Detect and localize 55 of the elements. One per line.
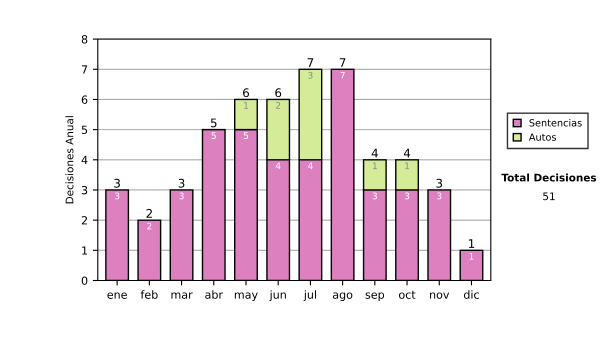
x-tick-label: may [234, 292, 258, 301]
total-label: 2 [146, 208, 152, 218]
total-label: 3 [436, 178, 442, 188]
x-tick-label: sep [366, 292, 384, 301]
text: 51 [543, 192, 555, 200]
x-tick-label: dic [464, 290, 479, 299]
x-tick-label: ene [107, 292, 127, 299]
y-tick-label: 5 [82, 126, 88, 134]
data-label: 3 [114, 192, 120, 200]
data-label: 3 [404, 192, 410, 200]
total-label: 4 [372, 148, 378, 158]
x-tick-label: oct [399, 290, 416, 299]
y-tick-label: 4 [82, 156, 88, 164]
x-tick-label: mar [171, 292, 193, 299]
y-tick-label: 8 [82, 35, 88, 44]
x-tick-label: feb [140, 290, 158, 299]
x-tick-label: abr [205, 290, 223, 299]
x-tick-label: jul [304, 290, 316, 301]
data-label: 2 [147, 222, 152, 230]
data-label: 1 [244, 102, 248, 109]
x-tick-label: jun [269, 290, 286, 301]
x-tick-label: ago [332, 292, 352, 301]
y-tick-label: 2 [82, 216, 87, 224]
total-label: 3 [114, 178, 120, 188]
data-label: 5 [212, 132, 216, 140]
legend-label: Autos [528, 134, 556, 141]
y-tick-label: 3 [82, 186, 88, 194]
data-label: 2 [276, 102, 280, 109]
total-label: 4 [404, 148, 410, 158]
x-tick-label: nov [430, 292, 450, 299]
data-label: 1 [372, 162, 377, 170]
text: Total Decisiones [501, 173, 596, 182]
data-label: 3 [437, 192, 442, 200]
data-label: 3 [308, 72, 313, 79]
y-tick-label: 0 [82, 276, 88, 285]
total-label: 1 [469, 239, 474, 248]
data-label: 1 [470, 253, 474, 260]
data-label: 5 [244, 132, 248, 140]
data-label: 1 [405, 162, 410, 170]
data-label: 7 [340, 72, 345, 79]
data-label: 3 [372, 192, 377, 200]
data-label: 3 [179, 192, 184, 200]
data-label: 4 [308, 162, 313, 170]
total-label: 5 [210, 118, 216, 128]
total-label: 3 [178, 178, 184, 188]
y-tick-label: 1 [82, 246, 88, 255]
data-label: 4 [276, 162, 281, 170]
total-label: 6 [243, 88, 249, 98]
total-label: 6 [275, 88, 282, 98]
y-axis-title: Decisiones Anual [65, 116, 74, 204]
y-tick-label: 7 [82, 65, 88, 74]
total-label: 7 [340, 58, 346, 67]
legend-label: Sentencias [529, 118, 582, 127]
total-label: 7 [308, 58, 314, 67]
y-tick-label: 6 [82, 95, 88, 104]
